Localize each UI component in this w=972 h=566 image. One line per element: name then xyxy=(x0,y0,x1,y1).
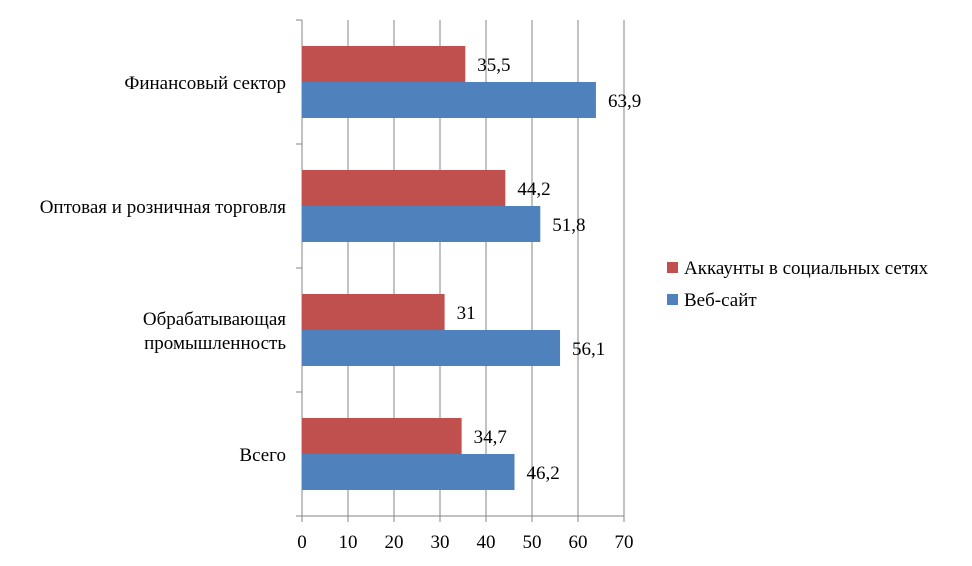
legend-label: Веб-сайт xyxy=(684,290,757,311)
bar-series1-cat0 xyxy=(302,454,515,490)
data-label: 31 xyxy=(457,303,476,324)
x-tick-label: 0 xyxy=(297,532,307,553)
bar-series0-cat1 xyxy=(302,294,445,330)
bar-series1-cat3 xyxy=(302,82,596,118)
category-label: Оптовая и розничная торговля xyxy=(40,197,287,218)
bar-series0-cat0 xyxy=(302,418,462,454)
data-label: 44,2 xyxy=(517,179,550,200)
data-label: 63,9 xyxy=(608,91,641,112)
x-tick-label: 70 xyxy=(615,532,634,553)
legend-swatch-1 xyxy=(667,294,678,305)
data-label: 34,7 xyxy=(474,427,507,448)
data-label: 56,1 xyxy=(572,339,605,360)
bar-series1-cat2 xyxy=(302,206,541,242)
x-tick-label: 30 xyxy=(431,532,450,553)
category-label: Финансовый сектор xyxy=(124,73,286,94)
x-tick-label: 20 xyxy=(385,532,404,553)
legend-label: Аккаунты в социальных сетях xyxy=(684,258,929,279)
data-label: 35,5 xyxy=(477,55,510,76)
data-label: 46,2 xyxy=(527,463,560,484)
bar-series0-cat2 xyxy=(302,170,506,206)
x-tick-label: 40 xyxy=(477,532,496,553)
x-tick-label: 60 xyxy=(569,532,588,553)
data-label: 51,8 xyxy=(552,215,585,236)
bar-series1-cat1 xyxy=(302,330,561,366)
bar-series0-cat3 xyxy=(302,46,466,82)
x-tick-label: 10 xyxy=(339,532,358,553)
x-tick-label: 50 xyxy=(523,532,542,553)
legend-swatch-0 xyxy=(667,262,678,273)
category-label: Обрабатывающая промышленность xyxy=(143,309,286,354)
category-label: Всего xyxy=(239,445,286,466)
